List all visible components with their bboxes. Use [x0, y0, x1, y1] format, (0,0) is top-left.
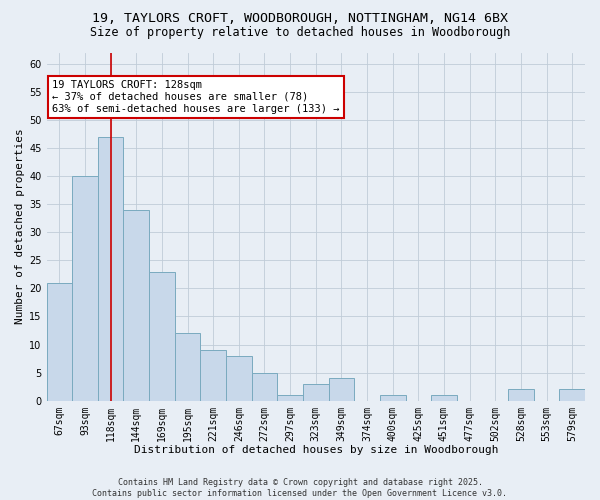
- Bar: [508, 390, 534, 400]
- Text: Contains HM Land Registry data © Crown copyright and database right 2025.
Contai: Contains HM Land Registry data © Crown c…: [92, 478, 508, 498]
- Bar: [226, 356, 251, 401]
- Bar: [124, 210, 149, 400]
- Text: 19, TAYLORS CROFT, WOODBOROUGH, NOTTINGHAM, NG14 6BX: 19, TAYLORS CROFT, WOODBOROUGH, NOTTINGH…: [92, 12, 508, 26]
- Bar: [329, 378, 354, 400]
- Bar: [431, 395, 457, 400]
- Bar: [380, 395, 406, 400]
- Bar: [303, 384, 329, 400]
- Bar: [200, 350, 226, 401]
- Bar: [72, 176, 98, 400]
- Bar: [47, 283, 72, 401]
- Bar: [98, 136, 124, 400]
- Bar: [277, 395, 303, 400]
- Bar: [149, 272, 175, 400]
- Bar: [175, 334, 200, 400]
- Bar: [251, 372, 277, 400]
- X-axis label: Distribution of detached houses by size in Woodborough: Distribution of detached houses by size …: [134, 445, 498, 455]
- Text: 19 TAYLORS CROFT: 128sqm
← 37% of detached houses are smaller (78)
63% of semi-d: 19 TAYLORS CROFT: 128sqm ← 37% of detach…: [52, 80, 340, 114]
- Y-axis label: Number of detached properties: Number of detached properties: [15, 128, 25, 324]
- Text: Size of property relative to detached houses in Woodborough: Size of property relative to detached ho…: [90, 26, 510, 39]
- Bar: [559, 390, 585, 400]
